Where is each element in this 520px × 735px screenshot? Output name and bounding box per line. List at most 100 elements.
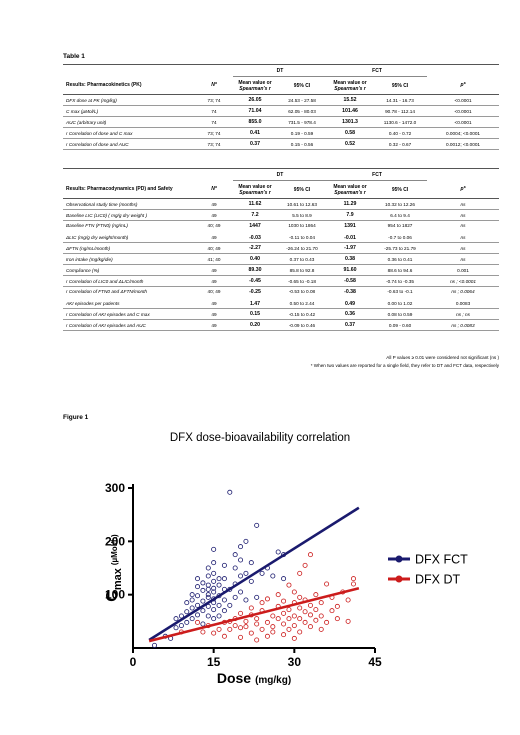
cell-fct-ci: 90.78 - 112.14 bbox=[373, 105, 428, 117]
dfx-dt-point bbox=[195, 619, 201, 625]
cell-fct-ci: 88.6 to 94.6 bbox=[373, 264, 428, 276]
dfx-fct-point bbox=[221, 597, 227, 603]
cell-dt-ci: 731.5 - 978.4 bbox=[277, 116, 328, 128]
cell-label: r Correlation of LIC0 and ΔLIC/month bbox=[63, 275, 195, 287]
dfx-dt-point bbox=[243, 624, 249, 630]
x-tick-label: 45 bbox=[368, 655, 382, 669]
cell-label: Iron intake (mg/kg/die) bbox=[63, 253, 195, 265]
dfx-fct-point bbox=[211, 570, 217, 576]
dfx-fct-point bbox=[270, 573, 276, 579]
dfx-fct-point bbox=[200, 608, 206, 614]
chart-title: DFX dose-bioavailability correlation bbox=[169, 432, 351, 444]
cell-dt-mean: -0.03 bbox=[233, 230, 277, 243]
dfx-dt-point bbox=[324, 581, 330, 587]
table-row: C max (µMol/L) 74 71.04 62.05 - 80.03 101.46… bbox=[63, 105, 500, 117]
dfx-dt-point bbox=[350, 576, 356, 582]
dfx-fct-point bbox=[227, 602, 233, 608]
cell-fct-mean: -0.01 bbox=[327, 230, 374, 243]
dfx-dt-legend-marker bbox=[395, 575, 403, 583]
dfx-dt-point bbox=[264, 596, 270, 602]
cell-dt-mean: 0.41 bbox=[233, 127, 277, 139]
dfx-fct-point bbox=[232, 552, 238, 558]
cell-dt-mean: 26.05 bbox=[233, 94, 277, 106]
dfx-fct-point bbox=[221, 562, 227, 568]
dfx-dt-point bbox=[297, 616, 303, 622]
cell-dt-ci: 85.8 to 92.8 bbox=[277, 264, 328, 276]
dfx-fct-point bbox=[211, 560, 217, 566]
dfx-fct-point bbox=[243, 538, 249, 544]
dfx-dt-point bbox=[345, 618, 351, 624]
cell-p: ns ; <0.0001 bbox=[427, 275, 500, 287]
dfx-fct-point bbox=[243, 597, 249, 603]
cell-p: 0.0004; <0.0001 bbox=[427, 127, 500, 139]
fct-ci-header: 95% CI bbox=[373, 76, 428, 95]
cell-fct-ci: 6.4 to 9.4 bbox=[373, 209, 428, 221]
cell-dt-mean: 89.30 bbox=[233, 264, 277, 276]
table-row: Baseline LIC (LIC0) ( mg/g dry weight ) 4… bbox=[63, 209, 500, 221]
table-label: Table 1 bbox=[63, 53, 85, 60]
cell-fct-mean: -1.97 bbox=[327, 242, 374, 254]
cell-n: 40; 49 bbox=[195, 242, 233, 254]
dfx-dt-point bbox=[302, 562, 308, 568]
dfx-dt-point bbox=[275, 616, 281, 622]
cell-dt-ci: -0.09 to 0.46 bbox=[277, 319, 328, 331]
cell-label: AKI episodes per patients bbox=[63, 296, 195, 309]
dfx-dt-fit-line bbox=[148, 587, 360, 643]
cell-fct-mean: 101.46 bbox=[327, 105, 374, 117]
cell-n: 49 bbox=[195, 296, 233, 309]
dfx-fct-point bbox=[248, 578, 254, 584]
table-row: r Correlation of dose and C max 73; 74 0.4… bbox=[63, 127, 500, 139]
fct-group-label: FCT bbox=[327, 168, 428, 181]
dfx-fct-point bbox=[184, 600, 190, 606]
dfx-fct-point bbox=[211, 585, 217, 591]
fct-mean-header: Mean value or Spearman's r bbox=[327, 76, 374, 95]
cell-fct-ci: 0.09 - 0.60 bbox=[373, 319, 428, 331]
cell-label: Baseline LIC (LIC0) ( mg/g dry weight ) bbox=[63, 209, 195, 221]
dfx-fct-point bbox=[184, 619, 190, 625]
fct-mean-header: Mean value or Spearman's r bbox=[327, 180, 374, 199]
dfx-dt-point bbox=[307, 624, 313, 630]
cell-fct-mean: 0.36 bbox=[327, 308, 374, 320]
dfx-dt-point bbox=[297, 570, 303, 576]
dfx-dt-point bbox=[350, 581, 356, 587]
dfx-dt-point bbox=[334, 603, 340, 609]
dfx-dt-point bbox=[264, 619, 270, 625]
cell-label: r Correlation of dose and AUC bbox=[63, 138, 195, 150]
dfx-dt-point bbox=[291, 635, 297, 641]
dfx-fct-point bbox=[152, 642, 158, 648]
cell-dt-ci: 5.5 to 8.9 bbox=[277, 209, 328, 221]
cell-dt-mean: 855.0 bbox=[233, 116, 277, 128]
dfx-fct-point bbox=[173, 616, 179, 622]
dfx-dt-point bbox=[254, 637, 260, 643]
dfx-fct-point bbox=[232, 565, 238, 571]
dfx-dt-point bbox=[248, 605, 254, 611]
cell-label: ΔLIC (mg/g dry weight/month) bbox=[63, 230, 195, 243]
table-row: Compliance (%) 49 89.30 85.8 to 92.8 91.60 88… bbox=[63, 264, 500, 276]
table-row: r Correlation of LIC0 and ΔLIC/month 49 -0… bbox=[63, 275, 500, 287]
cell-fct-mean: 91.60 bbox=[327, 264, 374, 276]
cell-p: ns bbox=[427, 209, 500, 221]
dfx-fct-point bbox=[211, 546, 217, 552]
dfx-fct-point bbox=[211, 607, 217, 613]
cell-fct-mean: 7.9 bbox=[327, 209, 374, 221]
dfx-fct-point bbox=[227, 489, 233, 495]
dfx-dt-point bbox=[281, 598, 287, 604]
cell-dt-mean: -2.27 bbox=[233, 242, 277, 254]
dfx-dt-point bbox=[221, 633, 227, 639]
dfx-fct-point bbox=[205, 613, 211, 619]
cell-n: 49 bbox=[195, 275, 233, 287]
dfx-dt-point bbox=[297, 605, 303, 611]
cell-label: r Correlation of AKI episodes and C max bbox=[63, 308, 195, 320]
cell-p: 0.0083 bbox=[427, 296, 500, 309]
cell-n: 49 bbox=[195, 230, 233, 243]
dfx-dt-point bbox=[270, 624, 276, 630]
cell-dt-ci: 62.05 - 80.03 bbox=[277, 105, 328, 117]
cell-fct-mean: 0.58 bbox=[327, 127, 374, 139]
cell-n: 73; 74 bbox=[195, 138, 233, 150]
n-header: N* bbox=[195, 76, 233, 95]
dfx-fct-point bbox=[173, 625, 179, 631]
cell-dt-ci: -26.24 to 21.70 bbox=[277, 242, 328, 254]
cell-dt-mean: 7.2 bbox=[233, 209, 277, 221]
cell-p: ns bbox=[427, 230, 500, 243]
dfx-dt-point bbox=[254, 621, 260, 627]
